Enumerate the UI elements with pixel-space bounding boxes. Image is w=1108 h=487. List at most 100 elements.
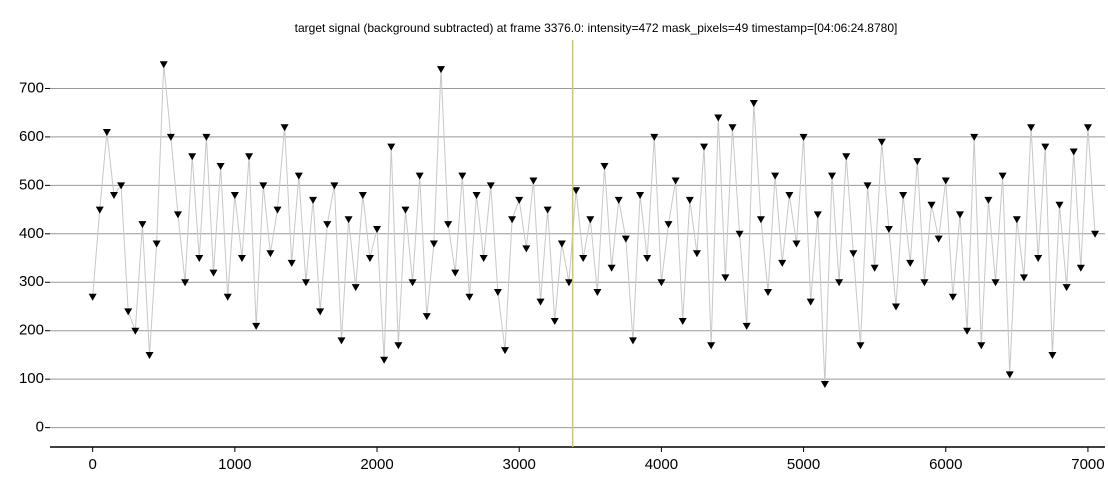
marker [899, 192, 908, 200]
marker [337, 337, 346, 345]
marker [771, 172, 780, 180]
marker [828, 172, 837, 180]
marker [493, 288, 502, 296]
marker [1041, 143, 1050, 151]
marker [714, 114, 723, 122]
marker [756, 216, 765, 224]
y-tick-label: 100 [19, 370, 44, 387]
marker [785, 192, 794, 200]
x-tick-label: 5000 [787, 456, 820, 473]
marker [977, 342, 986, 350]
marker [294, 172, 303, 180]
x-tick-label: 6000 [929, 456, 962, 473]
marker [536, 298, 545, 306]
marker [650, 133, 659, 141]
marker [486, 182, 495, 190]
marker [145, 351, 154, 359]
y-tick-label: 300 [19, 273, 44, 290]
marker [365, 255, 374, 263]
marker [849, 250, 858, 258]
marker [749, 99, 758, 107]
marker [451, 269, 460, 277]
marker [963, 327, 972, 335]
marker [88, 293, 97, 301]
marker [237, 255, 246, 263]
marker [202, 133, 211, 141]
marker [1048, 351, 1057, 359]
marker [700, 143, 709, 151]
marker [955, 211, 964, 219]
marker [401, 206, 410, 214]
marker [159, 61, 168, 69]
marker [671, 177, 680, 185]
marker [1005, 371, 1014, 379]
marker [301, 279, 310, 287]
marker [778, 259, 787, 267]
marker [806, 298, 815, 306]
marker [280, 124, 289, 132]
y-tick-label: 0 [36, 419, 44, 436]
marker [422, 313, 431, 321]
marker [550, 318, 559, 326]
marker [600, 162, 609, 170]
marker [543, 206, 552, 214]
y-tick-label: 400 [19, 225, 44, 242]
marker [216, 162, 225, 170]
marker [259, 182, 268, 190]
marker [1062, 284, 1071, 292]
marker [131, 327, 140, 335]
marker [678, 318, 687, 326]
x-tick-label: 2000 [360, 456, 393, 473]
marker [472, 192, 481, 200]
marker [1091, 230, 1100, 238]
marker [152, 240, 161, 248]
marker [628, 337, 637, 345]
marker [991, 279, 1000, 287]
marker [764, 288, 773, 296]
marker [657, 279, 666, 287]
marker [1055, 201, 1064, 209]
marker [408, 279, 417, 287]
marker [906, 259, 915, 267]
y-tick-label: 200 [19, 322, 44, 339]
marker [891, 303, 900, 311]
x-tick-label: 0 [88, 456, 96, 473]
marker [173, 211, 182, 219]
marker [252, 322, 261, 330]
marker [863, 182, 872, 190]
x-tick-label: 1000 [218, 456, 251, 473]
y-tick-label: 700 [19, 79, 44, 96]
marker [842, 153, 851, 161]
marker [309, 196, 318, 204]
marker [564, 279, 573, 287]
marker [820, 381, 829, 389]
marker [138, 221, 147, 229]
marker [529, 177, 538, 185]
marker [579, 255, 588, 263]
marker [358, 192, 367, 200]
marker [707, 342, 716, 350]
marker [621, 235, 630, 243]
marker [934, 235, 943, 243]
marker [984, 196, 993, 204]
marker [181, 279, 190, 287]
marker [124, 308, 133, 316]
chart-title: target signal (background subtracted) at… [295, 21, 898, 35]
marker [1083, 124, 1092, 132]
marker [415, 172, 424, 180]
marker [230, 192, 239, 200]
marker [1027, 124, 1036, 132]
marker [607, 264, 616, 272]
marker [685, 196, 694, 204]
marker [948, 293, 957, 301]
marker [444, 221, 453, 229]
marker [195, 255, 204, 263]
marker [643, 255, 652, 263]
marker [742, 322, 751, 330]
marker [1012, 216, 1021, 224]
marker [735, 230, 744, 238]
marker [515, 196, 524, 204]
marker [856, 342, 865, 350]
marker [166, 133, 175, 141]
marker [266, 250, 275, 258]
